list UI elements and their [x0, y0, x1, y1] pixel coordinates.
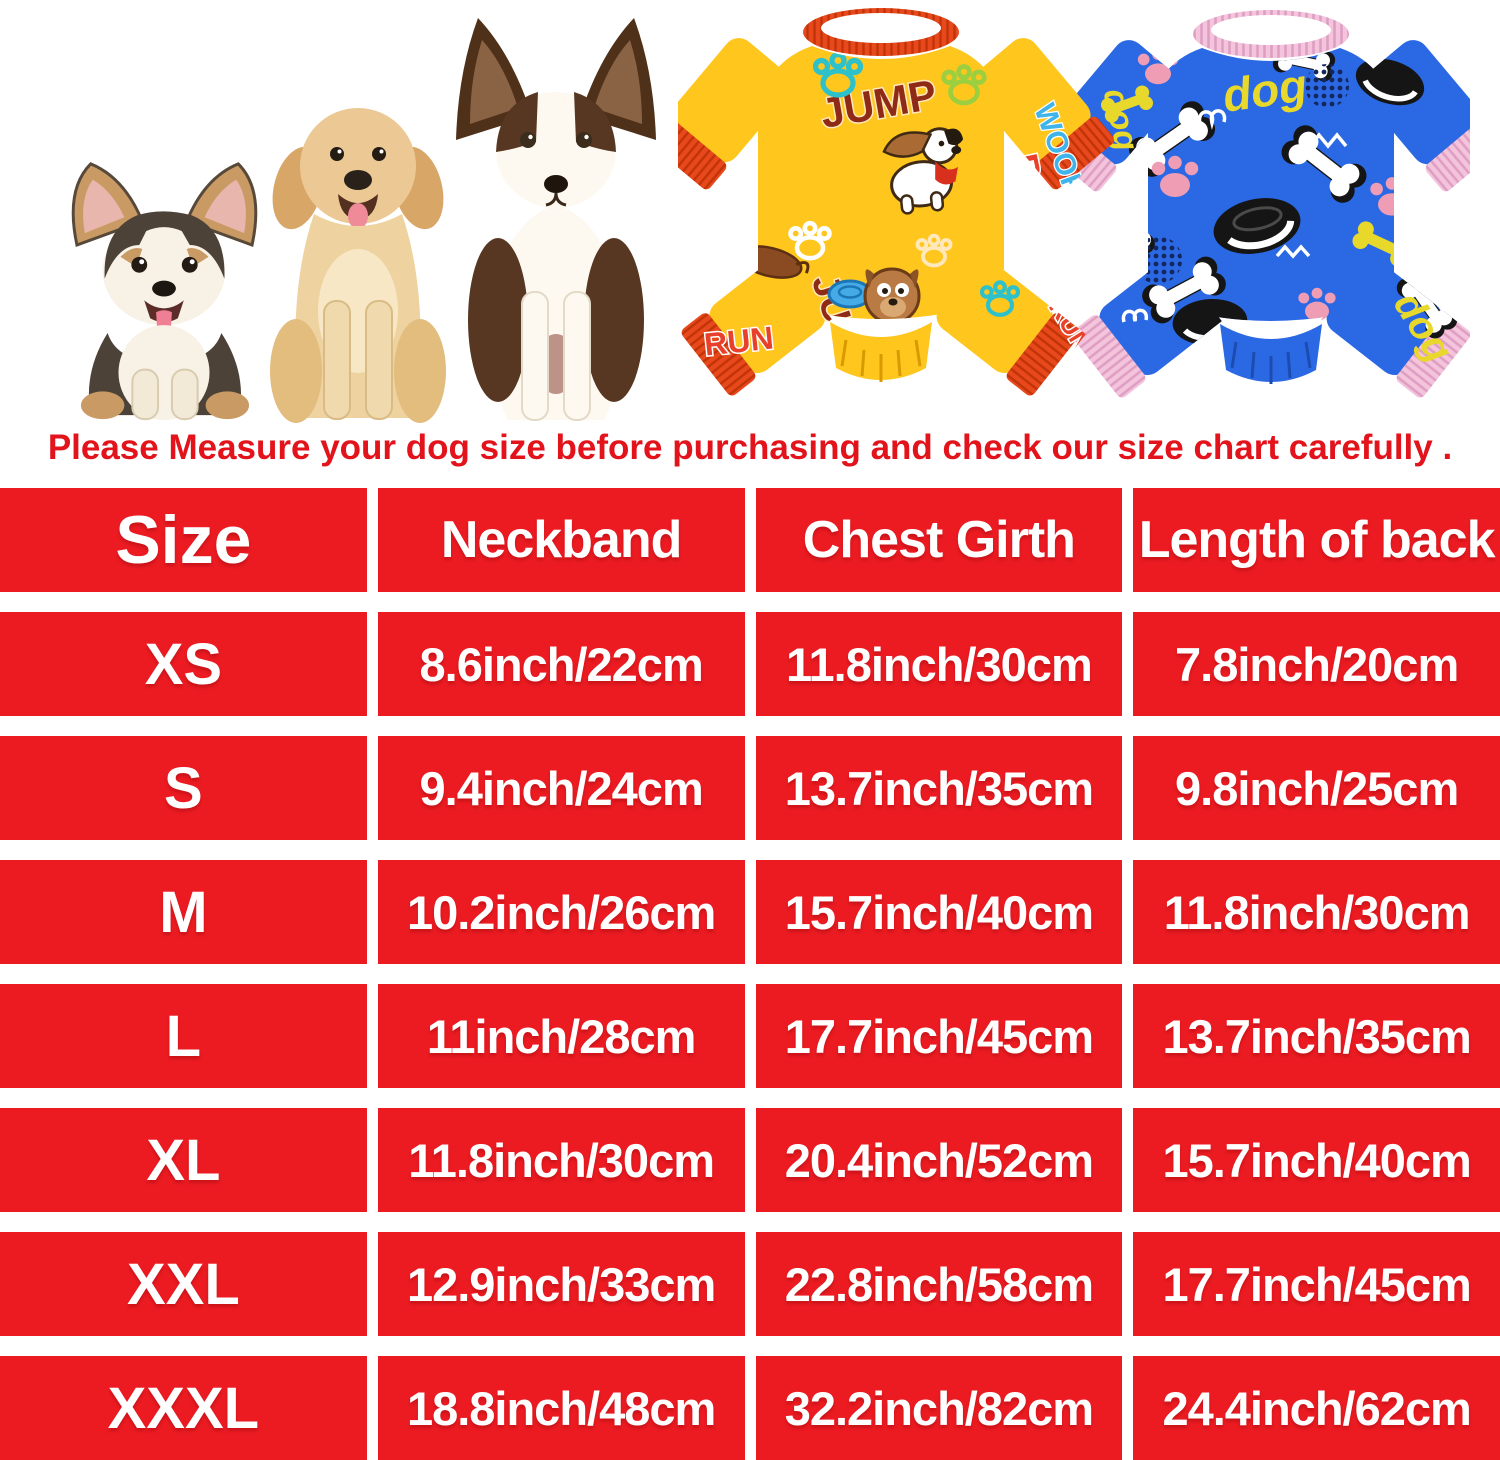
size-chart-header-chest-girth: Chest Girth: [755, 488, 1123, 592]
xl-chest-girth-value: 20.4inch/52cm: [755, 1108, 1123, 1212]
paw-print: [788, 220, 832, 261]
xs-chest-girth-value: 11.8inch/30cm: [755, 612, 1123, 716]
white-dog-print: [882, 127, 964, 215]
xs-back-length-value: 7.8inch/20cm: [1133, 612, 1500, 716]
xl-neckband-value: 11.8inch/30cm: [377, 1108, 745, 1212]
collie-body: [468, 204, 644, 421]
s-back-length-value: 9.8inch/25cm: [1133, 736, 1500, 840]
blue-pajama-product-photo: dog dog dog dog: [1072, 10, 1470, 402]
dog-bowl-print: [1213, 198, 1301, 254]
paw-print: [915, 233, 953, 268]
size-chart-header-neckband: Neckband: [377, 488, 745, 592]
xxxl-neckband-value: 18.8inch/48cm: [377, 1356, 745, 1460]
dog-bowl-print: [1355, 58, 1425, 106]
xl-back-length-value: 15.7inch/40cm: [1133, 1108, 1500, 1212]
m-back-length-value: 11.8inch/30cm: [1133, 860, 1500, 964]
size-label-xl: XL: [0, 1108, 367, 1212]
s-chest-girth-value: 13.7inch/35cm: [755, 736, 1123, 840]
paw-print: [979, 280, 1021, 317]
xxl-back-length-value: 17.7inch/45cm: [1133, 1232, 1500, 1336]
paw-print: [941, 64, 987, 106]
size-label-xs: XS: [0, 612, 367, 716]
size-label-xxxl: XXXL: [0, 1356, 367, 1460]
size-label-l: L: [0, 984, 367, 1088]
size-chart-header-back-length: Length of back: [1133, 488, 1500, 592]
hero-section: dog dog dog dog: [0, 0, 1500, 478]
golden-retriever-puppy-photo: [270, 108, 446, 423]
s-neckband-value: 9.4inch/24cm: [377, 736, 745, 840]
xxxl-chest-girth-value: 32.2inch/82cm: [755, 1356, 1123, 1460]
corgi-body: [80, 325, 250, 421]
yellow-pajama-fabric: [678, 38, 1114, 396]
golden-body: [270, 214, 446, 423]
paw-print: [812, 51, 864, 98]
size-chart-table: Size Neckband Chest Girth Length of back…: [0, 488, 1500, 1460]
xxl-neckband-value: 12.9inch/33cm: [377, 1232, 745, 1336]
golden-head: [300, 108, 416, 229]
l-neckband-value: 11inch/28cm: [377, 984, 745, 1088]
dotted-spot-print: [1134, 236, 1182, 284]
xs-neckband-value: 8.6inch/22cm: [377, 612, 745, 716]
brown-dog-frisbee-print: [827, 267, 921, 325]
corgi-puppy-photo: [71, 162, 258, 421]
l-back-length-value: 13.7inch/35cm: [1133, 984, 1500, 1088]
l-chest-girth-value: 17.7inch/45cm: [755, 984, 1123, 1088]
collie-head: [496, 92, 616, 208]
yellow-pajama-product-photo: JUMP JUMP RUN RUN RUN WOOF WOOF: [678, 8, 1114, 396]
dotted-spot-print: [1305, 64, 1349, 108]
blue-pajama-collar: [1193, 10, 1349, 58]
dog-print-word: dog: [1219, 59, 1310, 122]
size-chart-header-size: Size: [0, 488, 367, 592]
size-label-m: M: [0, 860, 367, 964]
yellow-pajama-collar: [803, 8, 959, 56]
m-chest-girth-value: 15.7inch/40cm: [755, 860, 1123, 964]
xxl-chest-girth-value: 22.8inch/58cm: [755, 1232, 1123, 1336]
size-label-xxl: XXL: [0, 1232, 367, 1336]
border-collie-puppy-photo: [456, 18, 656, 421]
xxxl-back-length-value: 24.4inch/62cm: [1133, 1356, 1500, 1460]
measure-notice-text: Please Measure your dog size before purc…: [47, 428, 1453, 467]
m-neckband-value: 10.2inch/26cm: [377, 860, 745, 964]
run-print-word: RUN: [702, 320, 775, 363]
size-label-s: S: [0, 736, 367, 840]
